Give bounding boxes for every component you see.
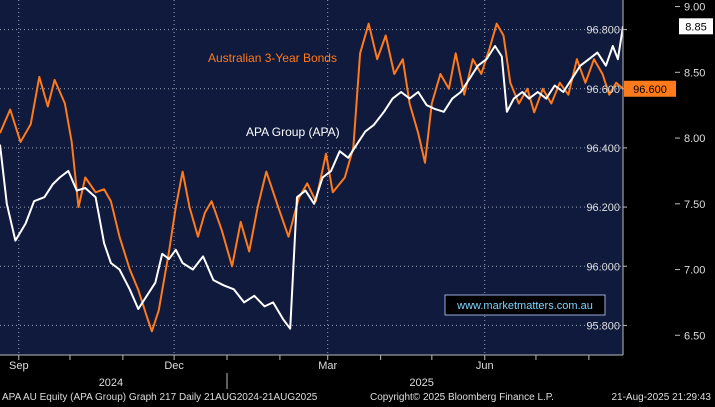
bonds-tick-label: 95.800 <box>586 320 620 332</box>
apa-last-badge <box>679 18 713 35</box>
series-lines <box>0 22 624 333</box>
watermark: www.marketmatters.com.au <box>444 294 606 316</box>
bonds-last-badge <box>624 80 676 97</box>
bottom-axis-panel <box>0 355 623 389</box>
apa-tick-label: 8.50 <box>684 67 705 79</box>
bonds-series-label: Australian 3-Year Bonds <box>208 51 337 65</box>
watermark-box <box>444 294 606 316</box>
bonds-line <box>0 22 624 333</box>
footer-description: APA AU Equity (APA Group) Graph 217 Dail… <box>2 392 318 403</box>
chart-area: Sep Dec Mar Jun 2024 2025 95.800 96.000 96.200 96… <box>0 0 715 389</box>
apa-tick-label: 9.00 <box>684 2 705 14</box>
footer-bar: APA AU Equity (APA Group) Graph 217 Dail… <box>0 389 715 407</box>
bonds-last-value: 96.600 <box>633 84 667 96</box>
apa-line <box>0 26 624 330</box>
apa-tick-label: 8.00 <box>684 133 705 145</box>
apa-tick-label: 6.50 <box>684 330 705 342</box>
apa-series-label: APA Group (APA) <box>246 125 340 139</box>
apa-last-value: 8.85 <box>685 21 706 33</box>
axis-ticks <box>18 6 680 389</box>
year-label: 2024 <box>99 377 123 389</box>
x-tick-label: Mar <box>318 360 337 372</box>
x-tick-label: Jun <box>476 360 494 372</box>
x-tick-label: Sep <box>9 360 29 372</box>
bonds-tick-label: 96.400 <box>586 143 620 155</box>
footer-copyright: Copyright© 2025 Bloomberg Finance L.P. <box>370 392 554 403</box>
bonds-tick-label: 96.800 <box>586 25 620 37</box>
bonds-tick-label: 96.600 <box>586 84 620 96</box>
last-value-badges: 96.600 8.85 <box>624 18 713 97</box>
apa-tick-label: 7.50 <box>684 199 705 211</box>
axis-labels: Sep Dec Mar Jun 2024 2025 95.800 96.000 96.200 96… <box>9 2 705 389</box>
year-label: 2025 <box>409 377 433 389</box>
footer-timestamp: 21-Aug-2025 21:29:43 <box>611 392 711 403</box>
apa-tick-label: 7.00 <box>684 265 705 277</box>
bonds-tick-label: 96.000 <box>586 261 620 273</box>
bonds-tick-label: 96.200 <box>586 202 620 214</box>
watermark-text: www.marketmatters.com.au <box>456 300 593 312</box>
right-axis-panel <box>623 0 715 389</box>
x-tick-label: Dec <box>164 360 184 372</box>
